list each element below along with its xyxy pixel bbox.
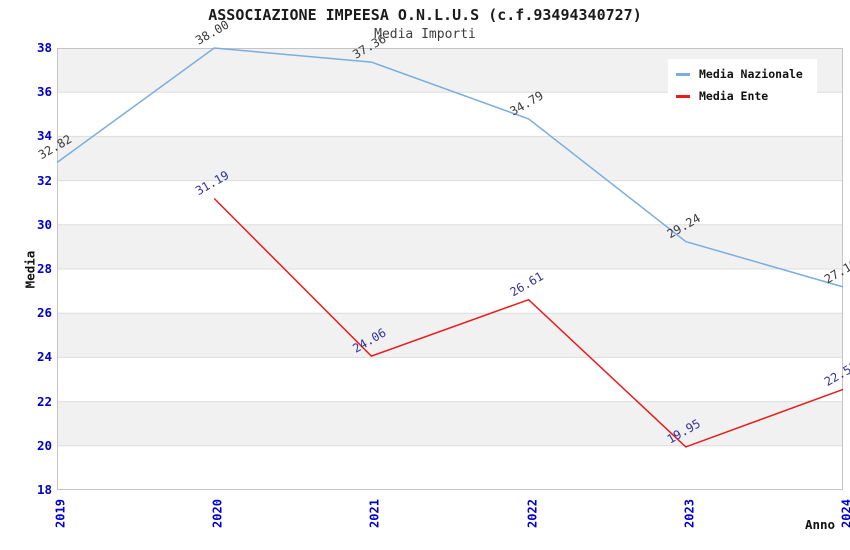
x-tick-label: 2023 — [682, 499, 697, 528]
chart-subtitle: Media Importi — [374, 27, 476, 42]
y-tick-label: 26 — [36, 305, 52, 321]
y-tick-label: 34 — [36, 128, 52, 144]
legend: Media Nazionale Media Ente — [668, 59, 817, 111]
y-tick-label: 28 — [36, 261, 52, 276]
y-tick-label: 18 — [36, 482, 52, 497]
x-tick-label: 2022 — [525, 499, 540, 528]
chart-title: ASSOCIAZIONE IMPEESA O.N.L.U.S (c.f.9349… — [208, 6, 642, 24]
media-nazionale-point-label: 27.19 — [822, 256, 850, 286]
media-ente-line — [213, 197, 844, 448]
x-axis-title: Anno — [804, 517, 836, 532]
y-tick-label: 22 — [36, 393, 52, 409]
legend-item-media-ente: Media Ente — [676, 89, 803, 103]
plot-area: 32.82 38.00 37.36 34.79 29.24 27.19 31.19 24.06… — [36, 17, 850, 490]
y-tick-label: 36 — [36, 84, 52, 100]
legend-label-media-nazionale: Media Nazionale — [699, 67, 803, 81]
x-tick-label: 2020 — [210, 499, 225, 528]
y-tick-label: 38 — [36, 40, 52, 55]
media-nazionale-point-label: 34.79 — [507, 88, 545, 118]
media-ente-line-swatch-icon — [676, 94, 690, 98]
media-ente-point-label: 22.55 — [822, 359, 850, 389]
media-nazionale-line-swatch-icon — [676, 72, 690, 76]
x-tick-label: 2021 — [367, 499, 382, 528]
y-tick-label: 32 — [36, 172, 52, 188]
media-ente-point-label: 26.61 — [507, 269, 545, 299]
y-tick-label: 20 — [36, 437, 52, 453]
y-tick-label: 24 — [36, 349, 52, 365]
media-ente-point-label: 31.19 — [193, 168, 231, 198]
media-nazionale-point-label: 29.24 — [665, 211, 703, 241]
y-tick-label: 30 — [36, 216, 52, 232]
x-tick-label: 2024 — [839, 499, 850, 528]
legend-item-media-nazionale: Media Nazionale — [676, 67, 803, 81]
x-tick-label: 2019 — [53, 499, 68, 528]
media-nazionale-line — [56, 47, 844, 288]
media-ente-point-label: 24.06 — [350, 326, 388, 356]
legend-label-media-ente: Media Ente — [699, 89, 769, 103]
plot-border — [57, 48, 843, 490]
